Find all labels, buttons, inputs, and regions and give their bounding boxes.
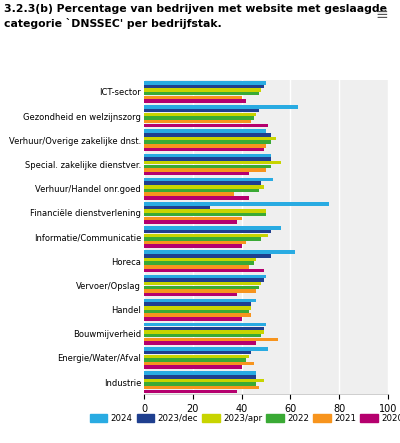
Bar	[144, 113, 256, 116]
Bar	[144, 265, 249, 268]
Bar	[144, 161, 281, 164]
Bar	[144, 310, 249, 313]
Bar	[144, 88, 261, 92]
Bar	[144, 217, 242, 220]
Bar	[144, 275, 266, 278]
Bar	[144, 365, 242, 369]
Bar	[144, 99, 246, 103]
Bar	[144, 148, 264, 151]
Bar	[144, 293, 237, 296]
Bar	[144, 314, 251, 317]
Bar	[144, 258, 256, 261]
Bar	[144, 351, 251, 354]
Text: ≡: ≡	[375, 7, 388, 22]
Bar	[144, 250, 295, 254]
Bar	[144, 362, 254, 365]
Bar	[144, 206, 210, 209]
Bar	[144, 96, 242, 99]
Bar	[144, 303, 251, 306]
Bar	[144, 386, 259, 389]
Bar	[144, 124, 268, 127]
Bar	[144, 347, 268, 351]
Bar	[144, 202, 330, 206]
Bar	[144, 334, 261, 338]
Bar	[144, 120, 251, 123]
Bar	[144, 306, 251, 310]
Bar	[144, 237, 261, 241]
Bar	[144, 137, 276, 140]
Bar	[144, 168, 266, 172]
Bar	[144, 185, 264, 189]
Bar	[144, 154, 271, 157]
Bar	[144, 375, 256, 378]
Bar	[144, 233, 268, 237]
Bar	[144, 140, 271, 144]
Bar	[144, 330, 264, 334]
Bar	[144, 269, 264, 272]
Bar	[144, 338, 278, 341]
Bar	[144, 172, 249, 175]
Bar	[144, 144, 266, 148]
Bar	[144, 178, 273, 181]
Text: 3.2.3(b) Percentage van bedrijven met website met geslaagde
categorie `DNSSEC' p: 3.2.3(b) Percentage van bedrijven met we…	[4, 4, 387, 29]
Bar	[144, 192, 234, 196]
Bar	[144, 210, 266, 213]
Bar	[144, 379, 264, 382]
Bar	[144, 317, 242, 321]
Bar	[144, 182, 261, 185]
Bar	[144, 116, 254, 120]
Bar	[144, 189, 259, 192]
Bar	[144, 109, 259, 113]
Bar	[144, 390, 237, 393]
Bar	[144, 286, 259, 289]
Bar	[144, 241, 246, 244]
Bar	[144, 341, 256, 345]
Bar	[144, 358, 246, 361]
Bar	[144, 282, 261, 285]
Bar	[144, 278, 264, 282]
Bar	[144, 254, 271, 257]
Bar	[144, 289, 256, 293]
Bar	[144, 299, 256, 302]
Bar	[144, 196, 249, 200]
Bar	[144, 245, 242, 248]
Bar	[144, 323, 266, 326]
Bar	[144, 133, 271, 136]
Bar	[144, 85, 264, 88]
Bar	[144, 226, 281, 230]
Bar	[144, 230, 271, 233]
Bar	[144, 157, 271, 161]
Bar	[144, 165, 271, 168]
Bar	[144, 213, 266, 217]
Bar	[144, 129, 266, 133]
Bar	[144, 261, 254, 265]
Bar	[144, 371, 256, 375]
Bar	[144, 81, 266, 85]
Bar	[144, 105, 298, 109]
Bar	[144, 326, 264, 330]
Bar	[144, 220, 237, 224]
Legend: 2024, 2023/dec, 2023/apr, 2022, 2021, 2020: 2024, 2023/dec, 2023/apr, 2022, 2021, 20…	[86, 410, 400, 426]
Bar	[144, 354, 249, 358]
Bar	[144, 92, 259, 96]
Bar	[144, 382, 256, 386]
